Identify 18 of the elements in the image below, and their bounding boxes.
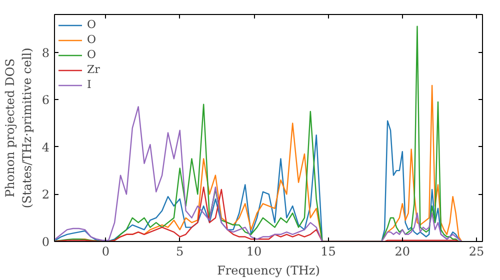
y-tick-label: 4	[42, 140, 50, 154]
x-tick-label: 20	[394, 244, 410, 258]
x-tick-label: 5	[176, 244, 184, 258]
x-tick-label: 25	[468, 244, 484, 258]
y-tick-label: 6	[42, 93, 50, 108]
legend-label: Zr	[87, 63, 101, 76]
legend-label: O	[87, 48, 98, 61]
y-tick-label: 2	[42, 188, 50, 202]
x-tick-label: 0	[102, 244, 110, 258]
x-tick-label: 15	[320, 244, 336, 258]
y-axis-title: Phonon projected DOS (States/THz·primitive cell)	[3, 48, 34, 208]
x-tick-label: 10	[246, 244, 262, 258]
legend-label: O	[87, 18, 98, 31]
y-tick-label: 8	[42, 46, 50, 60]
legend-label: O	[87, 33, 98, 46]
x-axis-title: Frequency (THz)	[217, 264, 320, 278]
y-tick-label: 0	[42, 235, 50, 249]
legend-label: I	[87, 78, 92, 91]
